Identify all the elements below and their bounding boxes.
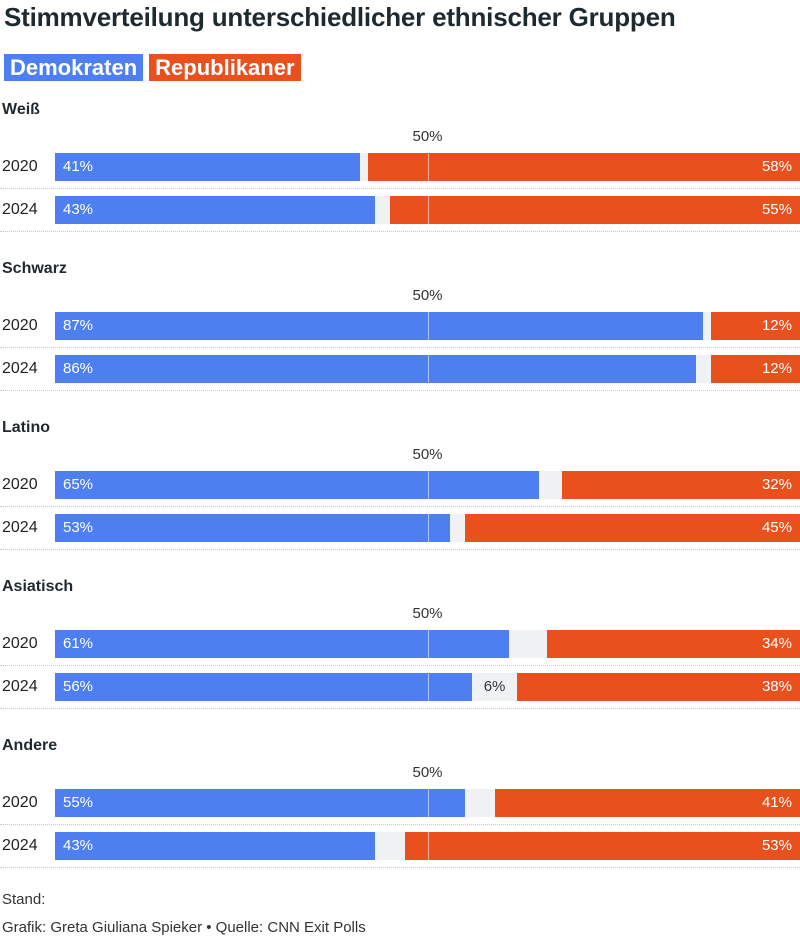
- row-divider: [0, 188, 800, 189]
- bar-track: 55% 41%: [55, 789, 800, 817]
- midpoint-label: 50%: [412, 128, 443, 145]
- footer-credit: Grafik: Greta Giuliana Spieker • Quelle:…: [2, 919, 366, 936]
- label-republicans: 55%: [761, 201, 792, 218]
- bar-democrats: [55, 153, 361, 181]
- midpoint-label: 50%: [412, 287, 443, 304]
- label-republicans: 53%: [761, 837, 792, 854]
- group-label: Schwarz: [2, 260, 67, 277]
- midpoint-line: [427, 471, 429, 499]
- year-label: 2020: [2, 635, 38, 652]
- label-democrats: 53%: [63, 519, 94, 536]
- midpoint-line: [427, 832, 429, 860]
- row-divider: [0, 708, 800, 709]
- midpoint-label: 50%: [412, 605, 443, 622]
- bar-republicans: [561, 471, 800, 499]
- group-label: Andere: [2, 737, 58, 754]
- bar-democrats: [55, 789, 465, 817]
- year-label: 2024: [2, 519, 38, 536]
- label-republicans: 32%: [761, 476, 792, 493]
- footer-stand: Stand:: [2, 891, 46, 908]
- bar-democrats: [55, 514, 450, 542]
- bar-republicans: [405, 832, 800, 860]
- label-republicans: 12%: [761, 317, 792, 334]
- group-label: Latino: [2, 419, 50, 436]
- bar-republicans: [710, 355, 800, 383]
- label-democrats: 65%: [63, 476, 94, 493]
- group-label: Asiatisch: [2, 578, 74, 595]
- label-democrats: 86%: [63, 360, 94, 377]
- bar-republicans: [390, 196, 800, 224]
- midpoint-line: [427, 673, 429, 701]
- bar-democrats: [55, 196, 376, 224]
- bar-republicans: [710, 312, 800, 340]
- label-republicans: 41%: [761, 794, 792, 811]
- label-republicans: 45%: [761, 519, 792, 536]
- year-label: 2020: [2, 476, 38, 493]
- bar-republicans: [367, 153, 800, 181]
- year-label: 2020: [2, 158, 38, 175]
- bar-democrats: [55, 630, 510, 658]
- year-label: 2024: [2, 678, 38, 695]
- bar-democrats: [55, 355, 696, 383]
- legend-democrats: Demokraten: [4, 54, 144, 81]
- label-democrats: 56%: [63, 678, 94, 695]
- row-divider: [0, 347, 800, 348]
- label-republicans: 38%: [761, 678, 792, 695]
- row-divider: [0, 390, 800, 391]
- bar-track: 43% 53%: [55, 832, 800, 860]
- midpoint-line: [427, 630, 429, 658]
- group-label: Weiß: [2, 101, 40, 118]
- midpoint-line: [427, 514, 429, 542]
- year-label: 2024: [2, 201, 38, 218]
- bar-republicans: [494, 789, 800, 817]
- midpoint-line: [427, 789, 429, 817]
- row-divider: [0, 549, 800, 550]
- legend-republicans: Republikaner: [149, 54, 301, 81]
- year-label: 2024: [2, 360, 38, 377]
- midpoint-line: [427, 355, 429, 383]
- bar-track: 61% 34%: [55, 630, 800, 658]
- bar-track: 87% 12%: [55, 312, 800, 340]
- bar-track: 56% 38% 6%: [55, 673, 800, 701]
- bar-democrats: [55, 832, 376, 860]
- label-democrats: 87%: [63, 317, 94, 334]
- year-label: 2024: [2, 837, 38, 854]
- row-divider: [0, 665, 800, 666]
- legend: Demokraten Republikaner: [4, 54, 301, 81]
- chart-title: Stimmverteilung unterschiedlicher ethnis…: [4, 2, 676, 32]
- row-divider: [0, 867, 800, 868]
- row-divider: [0, 506, 800, 507]
- bar-democrats: [55, 312, 704, 340]
- label-republicans: 12%: [761, 360, 792, 377]
- bar-track: 43% 55%: [55, 196, 800, 224]
- bar-democrats: [55, 471, 540, 499]
- label-republicans: 34%: [761, 635, 792, 652]
- bar-track: 65% 32%: [55, 471, 800, 499]
- midpoint-line: [427, 312, 429, 340]
- year-label: 2020: [2, 794, 38, 811]
- label-republicans: 58%: [761, 158, 792, 175]
- midpoint-line: [427, 196, 429, 224]
- bar-track: 86% 12%: [55, 355, 800, 383]
- year-label: 2020: [2, 317, 38, 334]
- midpoint-label: 50%: [412, 764, 443, 781]
- bar-republicans: [464, 514, 800, 542]
- midpoint-line: [427, 153, 429, 181]
- bar-republicans: [546, 630, 800, 658]
- row-divider: [0, 231, 800, 232]
- bar-democrats: [55, 673, 473, 701]
- bar-track: 53% 45%: [55, 514, 800, 542]
- label-democrats: 55%: [63, 794, 94, 811]
- bar-track: 41% 58%: [55, 153, 800, 181]
- label-democrats: 43%: [63, 201, 94, 218]
- row-divider: [0, 824, 800, 825]
- label-democrats: 41%: [63, 158, 94, 175]
- label-democrats: 61%: [63, 635, 94, 652]
- label-other: 6%: [483, 678, 506, 695]
- bar-republicans: [516, 673, 800, 701]
- midpoint-label: 50%: [412, 446, 443, 463]
- label-democrats: 43%: [63, 837, 94, 854]
